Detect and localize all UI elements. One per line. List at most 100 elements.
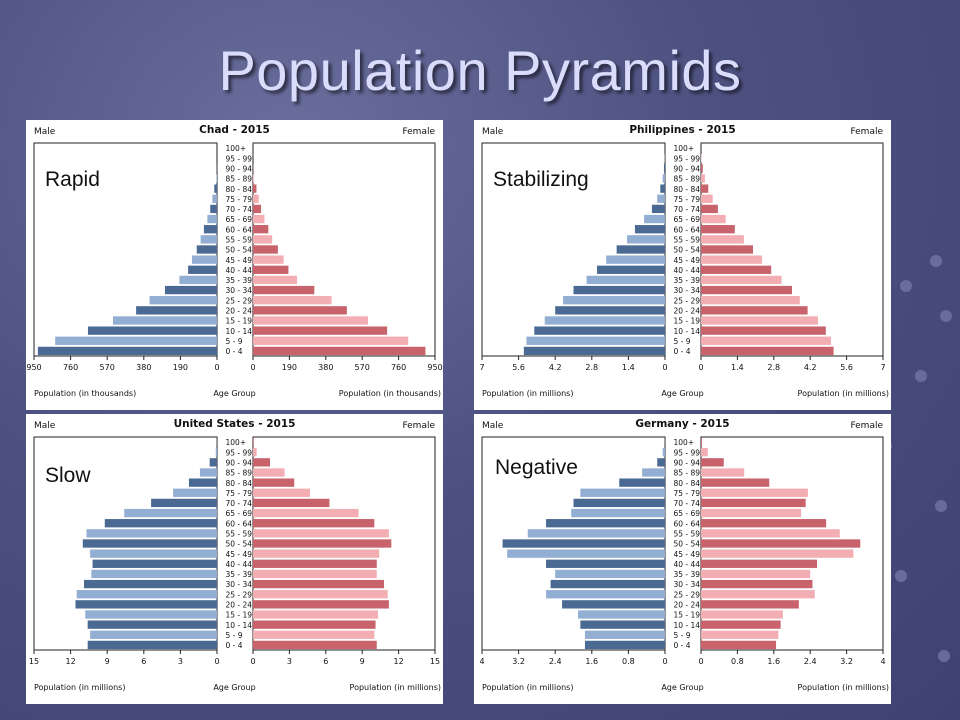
female-bar [253, 448, 257, 457]
age-group-label: 95 - 99 [674, 448, 701, 457]
female-bar [253, 610, 378, 619]
x-tick-label: 4 [479, 657, 484, 666]
male-bar [164, 285, 217, 295]
x-tick-label: 380 [136, 363, 151, 372]
age-group-label: 100+ [226, 438, 247, 447]
male-bar [550, 579, 665, 589]
age-group-label: 80 - 84 [226, 479, 253, 488]
x-tick-label: 950 [26, 363, 41, 372]
age-group-label: 0 - 4 [674, 641, 691, 650]
male-bar [584, 640, 665, 650]
male-bar [136, 306, 217, 315]
male-bar [151, 498, 217, 508]
chart-title: Chad - 2015 [199, 124, 270, 136]
slide-title: Population Pyramids [218, 39, 742, 102]
female-bar [253, 437, 254, 447]
chart-panel-philippines: Male Philippines - 2015 Female 100+ 95 - 99 9… [474, 120, 891, 410]
female-bar [253, 569, 377, 579]
age-group-label: 25 - 29 [674, 296, 701, 305]
male-bar [606, 255, 665, 264]
x-tick-label: 4.2 [549, 363, 562, 372]
age-group-label: 95 - 99 [226, 154, 253, 163]
age-group-label: 65 - 69 [226, 215, 253, 224]
female-bar [253, 458, 270, 467]
x-tick-label: 3 [178, 657, 183, 666]
female-bar [701, 265, 772, 274]
male-bar [527, 529, 665, 538]
male-bar [215, 448, 217, 457]
female-bar [253, 498, 330, 508]
female-bar [701, 194, 713, 203]
x-tick-label: 0 [662, 657, 667, 666]
age-group-label: 55 - 59 [226, 530, 253, 539]
female-bar [253, 529, 389, 538]
age-group-label: 70 - 74 [674, 205, 701, 214]
female-bar [701, 498, 806, 508]
x-tick-label: 0 [214, 657, 219, 666]
male-bar [534, 326, 665, 335]
chart-panel-chad: Male Chad - 2015 Female 100+ 95 - 99 90 - 94 8… [26, 120, 443, 410]
male-bar [507, 549, 665, 558]
age-group-label: 15 - 19 [674, 611, 701, 620]
male-bar [179, 275, 217, 285]
female-bar [253, 600, 389, 609]
x-tick-label: 5.6 [512, 363, 525, 372]
male-bar [634, 225, 665, 234]
x-tick-label: 190 [282, 363, 297, 372]
x-tick-label: 0 [662, 363, 667, 372]
male-bar [523, 346, 665, 356]
male-bar [586, 275, 665, 285]
x-tick-label: 2.4 [804, 657, 817, 666]
x-tick-label: 0 [698, 657, 703, 666]
header-female-label: Female [850, 421, 883, 431]
male-bar [573, 285, 665, 295]
x-tick-label: 950 [427, 363, 442, 372]
male-bar [200, 235, 217, 244]
male-bar [173, 488, 217, 497]
male-bar [571, 508, 665, 518]
age-group-label: 55 - 59 [674, 530, 701, 539]
x-axis-label-right: Population (in millions) [798, 389, 889, 398]
male-bar [546, 590, 665, 599]
decorative-dots [840, 250, 960, 720]
male-bar [526, 336, 665, 345]
male-bar [657, 194, 665, 203]
x-axis-label-center: Age Group [213, 683, 255, 692]
age-group-label: 90 - 94 [226, 165, 253, 174]
age-group-label: 75 - 79 [226, 195, 253, 204]
female-bar [253, 245, 278, 254]
x-axis-label-left: Population (in thousands) [34, 389, 136, 398]
age-group-label: 15 - 19 [226, 611, 253, 620]
panel-label-slow: Slow [42, 464, 94, 488]
age-group-label: 10 - 14 [226, 621, 253, 630]
age-group-label: 40 - 44 [226, 560, 253, 569]
age-group-label: 35 - 39 [226, 276, 253, 285]
female-bar [253, 306, 347, 315]
age-group-label: 60 - 64 [674, 519, 701, 528]
age-group-label: 15 - 19 [226, 317, 253, 326]
age-group-label: 5 - 9 [226, 337, 243, 346]
male-bar [657, 458, 665, 467]
age-group-label: 15 - 19 [674, 317, 701, 326]
x-tick-label: 0.8 [622, 657, 635, 666]
age-group-label: 35 - 39 [674, 276, 701, 285]
x-tick-label: 0 [698, 363, 703, 372]
female-bar [701, 346, 834, 356]
age-group-label: 80 - 84 [674, 479, 701, 488]
male-bar [207, 214, 217, 224]
x-tick-label: 3 [287, 657, 292, 666]
female-bar [253, 478, 295, 487]
age-group-label: 40 - 44 [674, 266, 701, 275]
male-bar [597, 265, 665, 274]
male-bar [546, 519, 665, 528]
female-bar [253, 519, 375, 528]
male-bar [210, 204, 217, 214]
x-axis-label-right: Population (in millions) [350, 683, 441, 692]
panel-label-rapid: Rapid [42, 168, 103, 192]
x-tick-label: 0.8 [731, 657, 744, 666]
male-bar [82, 539, 217, 548]
age-group-label: 85 - 89 [226, 175, 253, 184]
age-group-label: 75 - 79 [674, 195, 701, 204]
x-tick-label: 2.8 [585, 363, 598, 372]
header-female-label: Female [850, 127, 883, 137]
